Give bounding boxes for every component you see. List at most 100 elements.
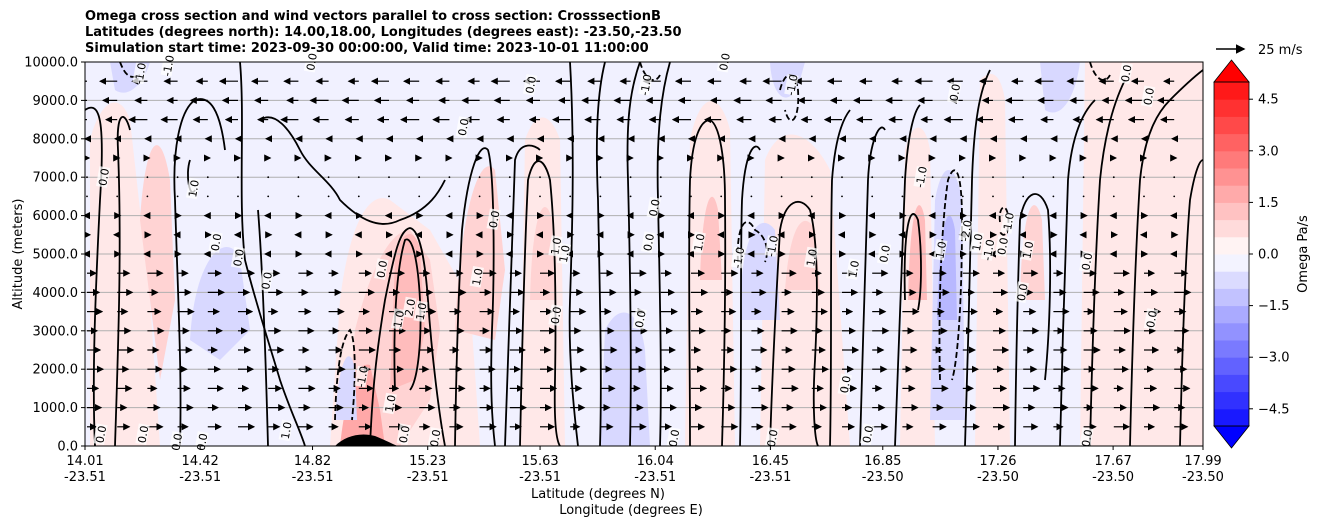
contour-label: -2.0 bbox=[958, 219, 975, 242]
x-tick-label-lon: -23.51 bbox=[179, 470, 221, 485]
contour-line-8 bbox=[369, 227, 446, 446]
x-tick-label-lat: 14.01 bbox=[66, 454, 103, 469]
terrain bbox=[335, 434, 398, 446]
x-axis-label-latitude: Latitude (degrees N) bbox=[531, 487, 665, 502]
wind-vector bbox=[388, 176, 390, 179]
contour-line-20 bbox=[736, 221, 768, 263]
wind-vector bbox=[569, 176, 572, 179]
colorbar-tick-label: 3.0 bbox=[1258, 144, 1279, 159]
contour-label: 1.0 bbox=[185, 177, 202, 200]
fill-positive-11 bbox=[700, 196, 722, 280]
contour-label-text: -1.0 bbox=[354, 365, 371, 388]
contour-label-text: -1.0 bbox=[731, 246, 748, 269]
wind-vector bbox=[448, 195, 451, 198]
y-tick-label: 1000.0 bbox=[33, 401, 79, 416]
contour-line-30 bbox=[1014, 193, 1052, 446]
contour-label-text: 0.0 bbox=[765, 428, 781, 447]
contour-label-bg bbox=[548, 304, 563, 326]
contour-line-25 bbox=[894, 104, 921, 446]
contour-label: 1.0 bbox=[469, 265, 486, 288]
contour-label: 0.0 bbox=[194, 431, 210, 453]
wind-vector bbox=[720, 195, 723, 198]
contour-label: -1.0 bbox=[132, 62, 149, 85]
wind-vector bbox=[357, 195, 360, 198]
wind-vector bbox=[690, 176, 692, 179]
y-axis-label: Altitude (meters) bbox=[11, 199, 26, 310]
contour-label-text: 1.0 bbox=[933, 240, 949, 259]
contour-label: -1.0 bbox=[764, 235, 781, 258]
wind-vector bbox=[508, 176, 511, 179]
colorbar-segment bbox=[1214, 133, 1249, 152]
contour-label-text: 1.0 bbox=[414, 302, 430, 321]
contour-line-16 bbox=[626, 62, 641, 446]
wind-vector bbox=[810, 195, 813, 198]
colorbar-segment bbox=[1214, 99, 1249, 117]
wind-vector bbox=[1022, 176, 1025, 179]
contour-label-text: 1.0 bbox=[279, 421, 295, 440]
wind-vector bbox=[901, 195, 904, 198]
contour-label: 0.0 bbox=[230, 246, 247, 269]
wind-vector bbox=[1173, 176, 1176, 179]
contour-label: 0.0 bbox=[640, 231, 657, 254]
colorbar-extend-high bbox=[1213, 59, 1250, 83]
contour-label-bg bbox=[764, 427, 779, 449]
x-tick-label-lon: -23.50 bbox=[1182, 470, 1224, 485]
x-tick-label-lat: 16.04 bbox=[637, 454, 674, 469]
contour-label-text: 0.0 bbox=[1119, 64, 1135, 83]
contour-label-bg bbox=[632, 308, 647, 330]
colorbar-segment bbox=[1214, 185, 1249, 203]
contour-label-bg bbox=[556, 242, 572, 265]
chart-title-line-2: Latitudes (degrees north): 14.00,18.00, … bbox=[85, 25, 682, 40]
fill-positive-17 bbox=[1020, 205, 1045, 300]
wind-vector bbox=[146, 176, 149, 179]
y-tick-label: 6000.0 bbox=[33, 209, 79, 224]
contour-label-bg bbox=[402, 296, 417, 319]
contour-label-text: 0.0 bbox=[947, 83, 963, 102]
contour-label-bg bbox=[169, 431, 184, 453]
wind-vector bbox=[961, 195, 964, 198]
contour-line-28 bbox=[964, 69, 991, 446]
colorbar-segment bbox=[1214, 116, 1249, 135]
contour-label-bg bbox=[994, 235, 1010, 257]
wind-vector bbox=[841, 176, 843, 179]
contour-label: 0.0 bbox=[764, 427, 781, 449]
x-tick-label-lon: -23.50 bbox=[862, 470, 904, 485]
contour-label-bg bbox=[427, 427, 442, 449]
fill-negative-1 bbox=[190, 246, 250, 360]
contour-label-text: 0.0 bbox=[93, 425, 109, 444]
contour-label-text: 0.0 bbox=[1144, 309, 1160, 328]
y-tick-label: 3000.0 bbox=[33, 324, 79, 339]
colorbar-segment bbox=[1214, 408, 1249, 427]
wind-vector bbox=[810, 176, 813, 179]
contour-label: 0.0 bbox=[523, 73, 539, 96]
contour-label-text: 0.0 bbox=[136, 425, 152, 444]
wind-vector bbox=[1143, 176, 1145, 179]
contour-label-bg bbox=[523, 73, 538, 96]
wind-vector bbox=[1112, 176, 1115, 179]
contour-label: 0.0 bbox=[96, 166, 112, 188]
contour-label: 0.0 bbox=[135, 423, 152, 446]
contour-label: 0.0 bbox=[258, 269, 275, 292]
contour-line-24 bbox=[859, 126, 886, 446]
contour-label-text: 0.0 bbox=[487, 210, 503, 229]
x-tick-label-lon: -23.50 bbox=[977, 470, 1019, 485]
contour-label: 1.0 bbox=[278, 419, 295, 442]
contour-label: -1.0 bbox=[1000, 211, 1017, 234]
contour-label-text: -1.0 bbox=[784, 73, 801, 96]
wind-vector bbox=[1052, 176, 1055, 179]
contour-label-text: 0.0 bbox=[838, 375, 854, 394]
wind-vector bbox=[569, 195, 572, 198]
colorbar-tick-label: −3.0 bbox=[1258, 351, 1290, 366]
contour-label: 0.0 bbox=[1140, 85, 1157, 108]
wind-vector bbox=[176, 176, 179, 179]
contour-label-text: 1.0 bbox=[846, 260, 862, 279]
contour-line-19 bbox=[739, 145, 761, 446]
wind-vector bbox=[992, 176, 994, 179]
contour-label: -1.0 bbox=[731, 246, 748, 269]
contour-label-text: 0.0 bbox=[397, 425, 413, 444]
contour-label-text: 0.0 bbox=[877, 244, 893, 263]
contour-label-bg bbox=[876, 242, 892, 265]
contour-label-bg bbox=[413, 300, 428, 323]
contour-label-text: 0.0 bbox=[549, 306, 565, 325]
